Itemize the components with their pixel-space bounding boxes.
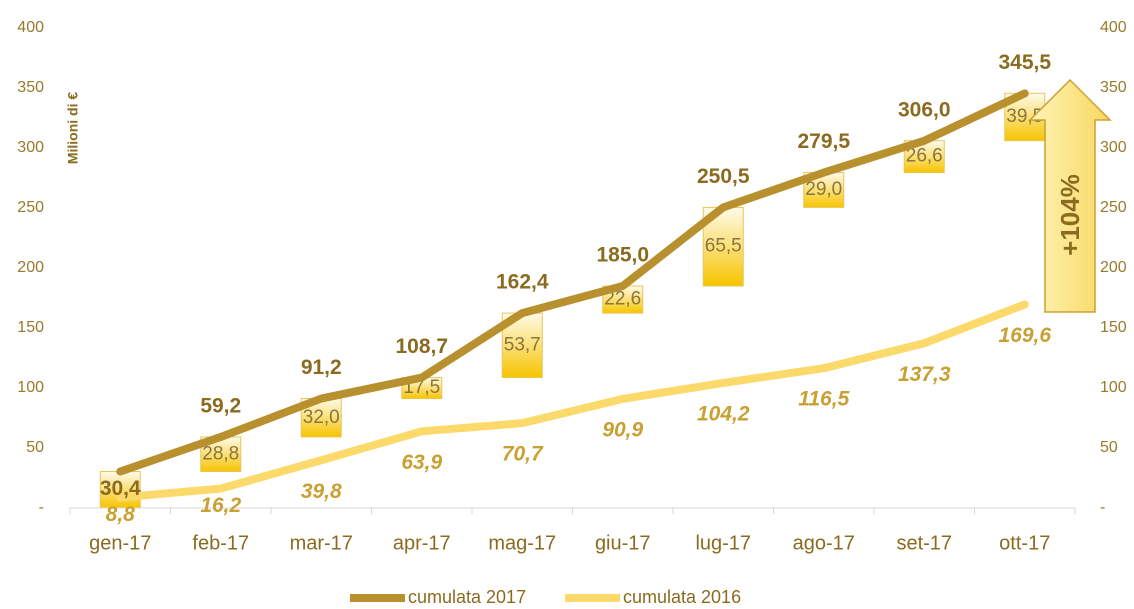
value-label: 169,6 <box>998 324 1051 347</box>
value-label: 104,2 <box>697 403 750 426</box>
x-tick-label: mar-17 <box>290 532 353 554</box>
x-tick-label: ago-17 <box>793 532 855 554</box>
increment-label: 26,6 <box>906 146 943 167</box>
y2-tick-label: - <box>1100 499 1105 516</box>
increment-label: 22,6 <box>604 289 641 310</box>
increment-bar <box>99 471 141 509</box>
value-label: 108,7 <box>395 335 448 358</box>
increment-bar <box>602 285 644 314</box>
y-tick-label: 100 <box>17 379 44 396</box>
y-tick-label: 50 <box>26 439 44 456</box>
growth-arrow <box>1028 78 1112 313</box>
series-line <box>116 300 1029 502</box>
y2-tick-label: 200 <box>1100 259 1127 276</box>
y-tick-label: 250 <box>17 199 44 216</box>
legend-label: cumulata 2016 <box>623 587 741 607</box>
y2-tick-label: 50 <box>1100 439 1118 456</box>
value-label: 306,0 <box>898 98 951 121</box>
y-axis-label: Milioni di € <box>65 92 81 165</box>
value-label: 8,8 <box>106 503 136 526</box>
x-tick-label: set-17 <box>896 532 952 554</box>
legend-label: cumulata 2017 <box>408 587 526 607</box>
x-tick-label: ott-17 <box>999 532 1050 554</box>
y2-tick-label: 150 <box>1100 319 1127 336</box>
value-label: 30,4 <box>100 477 141 500</box>
value-label: 63,9 <box>401 451 442 474</box>
x-tick-label: apr-17 <box>393 532 451 554</box>
increment-label: 53,7 <box>504 334 541 355</box>
value-label: 250,5 <box>697 165 750 188</box>
increment-label: 29,0 <box>805 179 842 200</box>
increment-label: 28,8 <box>202 443 239 464</box>
value-label: 137,3 <box>898 363 951 386</box>
value-label: 345,5 <box>998 51 1051 74</box>
increment-label: 65,5 <box>705 236 742 257</box>
value-label: 91,2 <box>301 356 342 379</box>
annotation: +104% <box>1055 174 1085 256</box>
x-tick-label: mag-17 <box>488 532 556 554</box>
y2-tick-label: 250 <box>1100 199 1127 216</box>
value-label: 279,5 <box>797 130 850 153</box>
x-tick-label: giu-17 <box>595 532 651 554</box>
y2-tick-label: 100 <box>1100 379 1127 396</box>
x-tick-label: feb-17 <box>192 532 249 554</box>
value-label: 16,2 <box>200 494 241 517</box>
value-label: 70,7 <box>502 443 544 466</box>
increment-label: 32,0 <box>303 407 340 428</box>
y2-tick-label: 300 <box>1100 139 1127 156</box>
value-label: 39,8 <box>301 480 342 503</box>
series-line <box>116 89 1029 476</box>
y-tick-label: - <box>39 499 44 516</box>
y-tick-label: 350 <box>17 79 44 96</box>
y2-tick-label: 350 <box>1100 79 1127 96</box>
y-tick-label: 300 <box>17 139 44 156</box>
y-tick-label: 400 <box>17 19 44 36</box>
value-label: 162,4 <box>496 271 549 294</box>
value-label: 116,5 <box>798 388 849 411</box>
value-label: 185,0 <box>596 244 649 267</box>
increment-label: 39,5 <box>1006 106 1043 127</box>
y-tick-label: 150 <box>17 319 44 336</box>
value-label: 90,9 <box>602 418 643 441</box>
value-label: 59,2 <box>200 395 241 418</box>
y-tick-label: 200 <box>17 259 44 276</box>
x-tick-label: lug-17 <box>695 532 751 554</box>
y2-tick-label: 400 <box>1100 19 1127 36</box>
x-tick-label: gen-17 <box>89 532 151 554</box>
